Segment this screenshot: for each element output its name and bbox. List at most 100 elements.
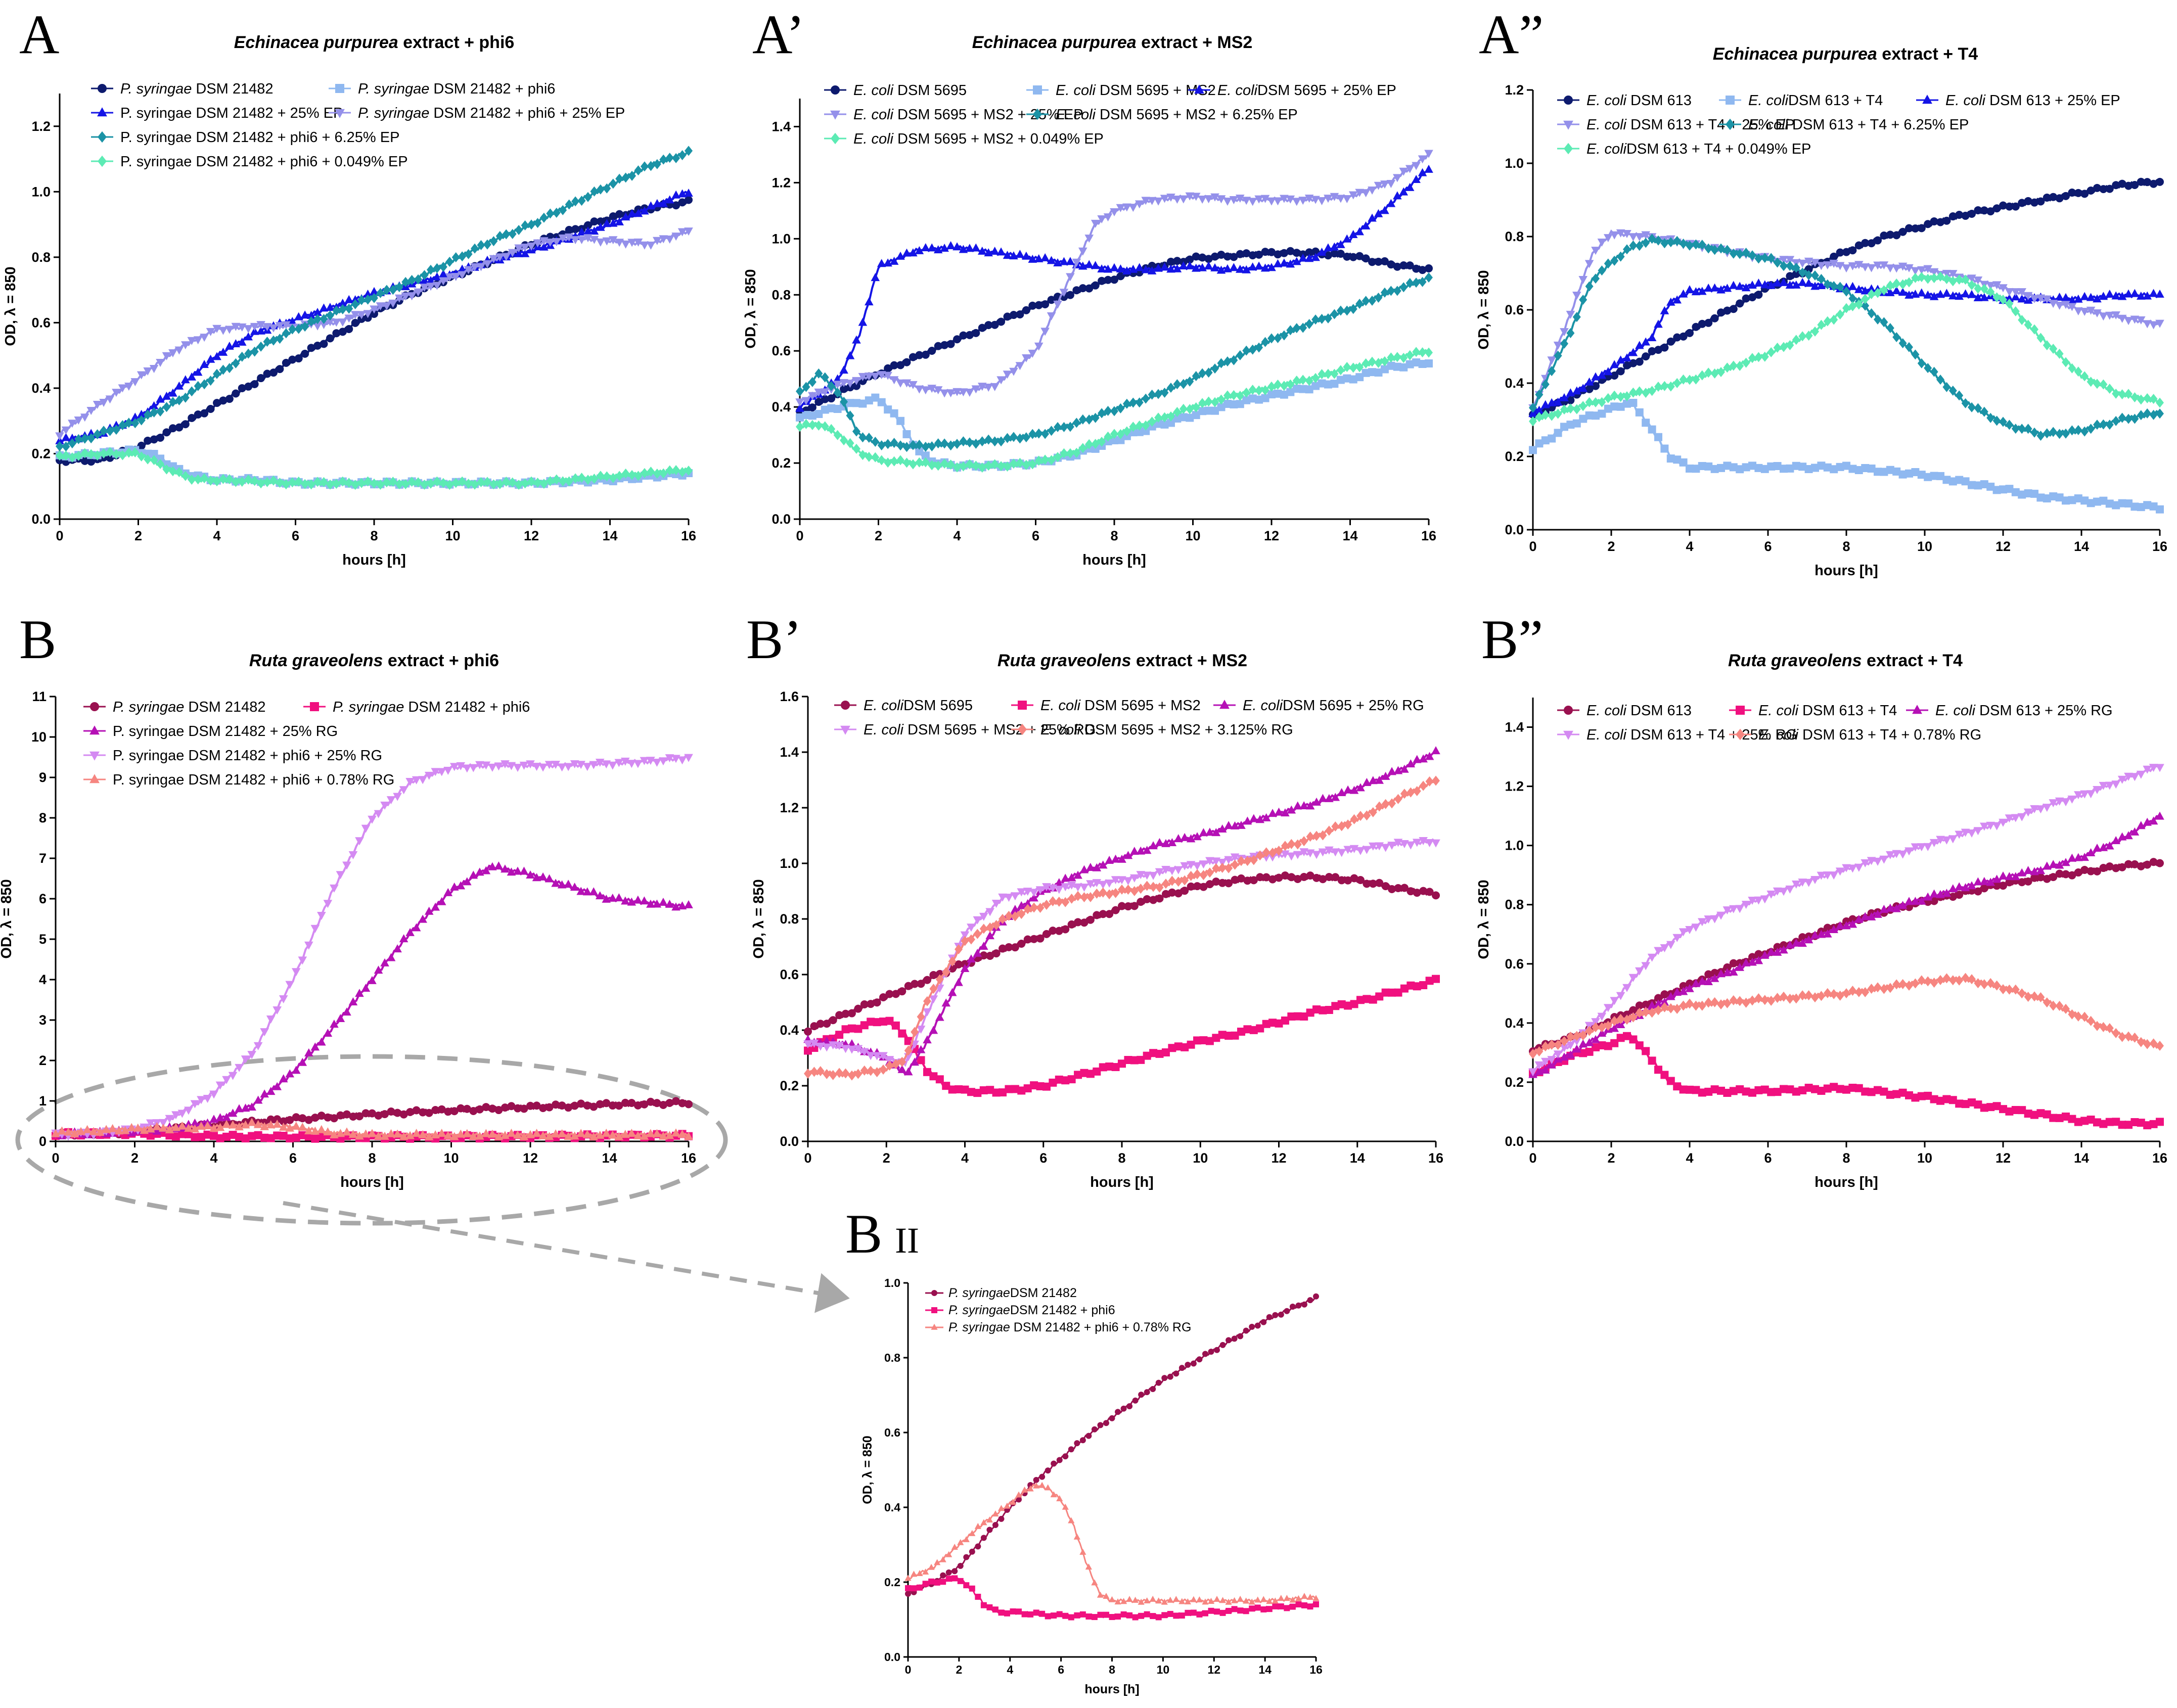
- x-tick-label: 2: [1607, 539, 1615, 554]
- data-point: [659, 1100, 667, 1109]
- legend-label-rest: DSM 613 + 25% RG: [1975, 703, 2113, 719]
- data-point: [576, 1129, 585, 1137]
- data-point: [146, 1124, 155, 1133]
- legend-label-italic: E. coli: [1217, 82, 1258, 99]
- data-point: [1579, 1049, 1588, 1057]
- data-point: [1566, 1041, 1575, 1050]
- data-point: [1091, 1614, 1098, 1621]
- data-point: [1898, 279, 1907, 290]
- y-tick-label: 0.0: [1505, 1134, 1524, 1149]
- data-point: [238, 477, 246, 487]
- data-point: [1055, 927, 1063, 935]
- data-point: [589, 1102, 598, 1111]
- data-point: [841, 1009, 850, 1018]
- data-point: [1011, 904, 1020, 913]
- data-point: [1547, 356, 1556, 365]
- data-point: [1219, 1342, 1226, 1348]
- data-point: [345, 303, 353, 314]
- data-point: [1642, 1007, 1650, 1018]
- data-point: [1074, 891, 1082, 901]
- data-point: [2137, 177, 2145, 186]
- series-4: [1529, 234, 2164, 441]
- data-point: [1343, 374, 1351, 383]
- data-point: [1961, 477, 1970, 486]
- data-point: [2080, 426, 2089, 437]
- data-point: [1388, 885, 1396, 893]
- data-point: [1319, 830, 1327, 841]
- data-point: [1425, 272, 1433, 283]
- data-point: [1099, 1063, 1107, 1072]
- data-point: [978, 462, 986, 473]
- data-point: [980, 1535, 987, 1541]
- data-point: [93, 450, 102, 461]
- data-point: [1218, 879, 1227, 887]
- data-point: [684, 900, 693, 908]
- data-point: [1986, 1103, 1995, 1112]
- data-point: [1122, 203, 1131, 212]
- data-point: [2055, 348, 2064, 359]
- data-point: [633, 760, 643, 768]
- data-point: [482, 1103, 490, 1112]
- data-point: [1135, 200, 1144, 209]
- data-point: [1386, 180, 1396, 189]
- data-point: [168, 466, 177, 477]
- data-point: [1686, 1085, 1694, 1094]
- data-point: [2099, 185, 2108, 194]
- data-point: [330, 884, 339, 893]
- data-point: [292, 1113, 300, 1122]
- x-tick-label: 14: [1350, 1150, 1365, 1166]
- data-point: [1287, 805, 1296, 814]
- data-point: [1623, 399, 1631, 408]
- data-point: [677, 901, 687, 910]
- data-point: [1842, 1085, 1850, 1094]
- data-point: [313, 322, 322, 331]
- data-point: [640, 468, 649, 478]
- data-point: [1061, 925, 1070, 934]
- data-point: [2043, 193, 2051, 202]
- data-point: [1166, 383, 1175, 393]
- data-point: [414, 288, 423, 297]
- data-point: [1211, 828, 1221, 837]
- data-point: [1560, 423, 1568, 431]
- data-point: [1942, 289, 1952, 297]
- data-point: [1654, 346, 1662, 354]
- legend-entry: E. coliDSM 5695: [834, 698, 973, 714]
- data-point: [1628, 233, 1638, 242]
- data-point: [986, 1527, 993, 1533]
- data-point: [963, 1582, 970, 1589]
- data-point: [1710, 915, 1719, 924]
- data-point: [621, 212, 630, 221]
- data-point: [1312, 1005, 1321, 1013]
- data-point: [1281, 808, 1290, 817]
- data-point: [279, 1131, 288, 1140]
- data-point: [1167, 1610, 1173, 1617]
- data-point: [2043, 428, 2051, 439]
- data-point: [419, 1108, 427, 1117]
- data-point: [1103, 1420, 1109, 1426]
- data-point: [985, 908, 994, 916]
- data-point: [1249, 876, 1258, 885]
- data-point: [342, 1007, 351, 1016]
- data-point: [1275, 1019, 1283, 1028]
- data-point: [228, 1120, 238, 1129]
- data-point: [1295, 1601, 1302, 1608]
- data-point: [1236, 195, 1245, 203]
- data-point: [1867, 912, 1876, 920]
- data-point: [1168, 888, 1176, 897]
- data-point: [1622, 353, 1631, 362]
- data-point: [1324, 368, 1332, 379]
- data-point: [2011, 872, 2020, 881]
- data-point: [852, 426, 860, 437]
- data-point: [1086, 862, 1095, 871]
- x-tick-label: 8: [1118, 1150, 1125, 1166]
- data-point: [1592, 382, 1600, 390]
- data-point: [929, 971, 938, 979]
- data-point: [2149, 409, 2158, 420]
- data-point: [1355, 227, 1364, 236]
- data-point: [1592, 1022, 1600, 1033]
- data-point: [1584, 377, 1594, 386]
- legend-marker: [1018, 723, 1027, 735]
- data-point: [1137, 1055, 1145, 1064]
- data-point: [665, 754, 674, 763]
